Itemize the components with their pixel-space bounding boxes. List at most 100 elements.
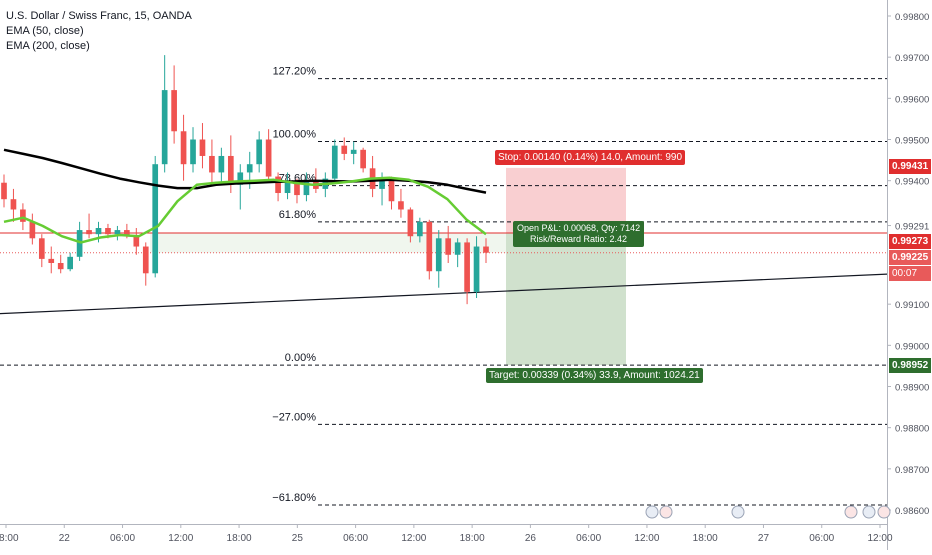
candle-body[interactable] [190, 139, 196, 165]
ema200-line[interactable] [3, 148, 487, 194]
candle-body[interactable] [180, 131, 187, 165]
price-tick-label: 0.98800 [895, 424, 929, 435]
fib-level-label: 61.80% [279, 209, 317, 221]
candle-body[interactable] [237, 172, 244, 185]
candle-body[interactable] [435, 238, 442, 272]
time-tick-label: 18:00 [693, 533, 718, 544]
candle-body[interactable] [331, 145, 338, 179]
candle-body[interactable] [464, 242, 470, 292]
time-tick-label: 27 [758, 533, 770, 544]
candle-body[interactable] [454, 242, 461, 255]
economic-event-icon[interactable] [731, 505, 745, 519]
time-axis[interactable] [0, 524, 887, 550]
price-tick-label: 0.99000 [895, 341, 929, 352]
candle-body[interactable] [473, 246, 480, 292]
candle-body[interactable] [48, 258, 55, 263]
fib-level-label: −61.80% [272, 492, 316, 504]
time-tick-label: 26 [525, 533, 537, 544]
candle-body[interactable] [388, 178, 395, 202]
candle-body[interactable] [284, 182, 291, 194]
price-tick-label: 0.99500 [895, 136, 929, 147]
candle-body[interactable] [407, 209, 414, 237]
time-tick-label: 06:00 [110, 533, 135, 544]
candle-body[interactable] [199, 139, 206, 156]
time-tick-label: 25 [292, 533, 304, 544]
time-tick-label: 12:00 [401, 533, 426, 544]
candle-body[interactable] [246, 164, 253, 173]
candle-body[interactable] [398, 201, 404, 210]
candle-body[interactable] [275, 176, 281, 194]
candle-body[interactable] [133, 236, 140, 247]
fib-level-label: 100.00% [273, 129, 317, 141]
time-tick-label: 22 [59, 533, 71, 544]
candle-body[interactable] [20, 209, 26, 222]
stop-loss-label[interactable]: Stop: 0.00140 (0.14%) 14.0, Amount: 990 [495, 150, 686, 165]
candle-body[interactable] [265, 139, 272, 177]
candle-body[interactable] [218, 155, 225, 173]
candle-body[interactable] [95, 228, 102, 235]
candle-body[interactable] [152, 164, 159, 274]
time-tick-label: 06:00 [809, 533, 834, 544]
price-tick-label: 0.99800 [895, 12, 929, 23]
time-tick-label: 06:00 [576, 533, 601, 544]
economic-event-icon[interactable] [659, 505, 673, 519]
countdown-tag: 00:07 [889, 266, 931, 281]
time-tick-label: 12:00 [168, 533, 193, 544]
candle-body[interactable] [445, 238, 452, 255]
candle-body[interactable] [209, 155, 215, 173]
candle-body[interactable] [341, 145, 348, 154]
candle-body[interactable] [379, 178, 385, 189]
candle-body[interactable] [294, 182, 300, 196]
candle-body[interactable] [38, 238, 45, 259]
candle-body[interactable] [76, 230, 83, 257]
trendline[interactable] [0, 273, 888, 315]
target-zone[interactable] [506, 232, 626, 366]
price-tick-label: 0.98900 [895, 383, 929, 394]
price-tick-label: 0.99600 [895, 94, 929, 105]
entry-price-tag: 0.99273 [889, 234, 931, 249]
candle-body[interactable] [124, 230, 130, 237]
time-tick-label: 12:00 [867, 533, 892, 544]
ema200-legend[interactable]: EMA (200, close) [6, 40, 90, 52]
candle-body[interactable] [360, 149, 366, 169]
ema50-legend[interactable]: EMA (50, close) [6, 25, 84, 37]
candle-body[interactable] [161, 90, 168, 165]
price-tick-label: 0.99291 [895, 222, 929, 233]
symbol-title[interactable]: U.S. Dollar / Swiss Franc, 15, OANDA [6, 10, 192, 22]
economic-event-icon[interactable] [877, 505, 891, 519]
candle-body[interactable] [303, 180, 310, 196]
ema50-line[interactable] [3, 176, 487, 244]
candle-body[interactable] [483, 246, 489, 253]
candle-body[interactable] [142, 246, 149, 274]
candle-body[interactable] [417, 221, 423, 237]
economic-event-icon[interactable] [645, 505, 659, 519]
risk-reward-text: Risk/Reward Ratio: 2.42 [530, 234, 628, 244]
current-price-tag: 0.99225 [889, 250, 931, 265]
price-tick-label: 0.99700 [895, 53, 929, 64]
candle-body[interactable] [227, 155, 234, 185]
candle-body[interactable] [29, 221, 36, 239]
price-tick-label: 0.98600 [895, 506, 929, 517]
target-label[interactable]: Target: 0.00339 (0.34%) 33.9, Amount: 10… [486, 368, 703, 383]
candle-body[interactable] [256, 139, 263, 165]
time-tick-label: 18:00 [460, 533, 485, 544]
candle-body[interactable] [57, 263, 64, 270]
fib-level-label: 127.20% [273, 66, 317, 78]
candle-body[interactable] [350, 149, 357, 154]
economic-event-icon[interactable] [844, 505, 858, 519]
candle-body[interactable] [67, 256, 73, 270]
time-tick-label: 12:00 [634, 533, 659, 544]
economic-event-icon[interactable] [862, 505, 876, 519]
candle-body[interactable] [1, 182, 7, 200]
candle-body[interactable] [10, 199, 17, 210]
candle-body[interactable] [86, 230, 92, 235]
candle-body[interactable] [114, 230, 121, 235]
price-tick-label: 0.99400 [895, 177, 929, 188]
candle-body[interactable] [171, 90, 177, 132]
candle-body[interactable] [426, 221, 433, 272]
candle-body[interactable] [105, 228, 111, 235]
time-tick-label: 06:00 [343, 533, 368, 544]
open-pnl-label[interactable]: Open P&L: 0.00068, Qty: 7142 Risk/Reward… [513, 221, 645, 247]
